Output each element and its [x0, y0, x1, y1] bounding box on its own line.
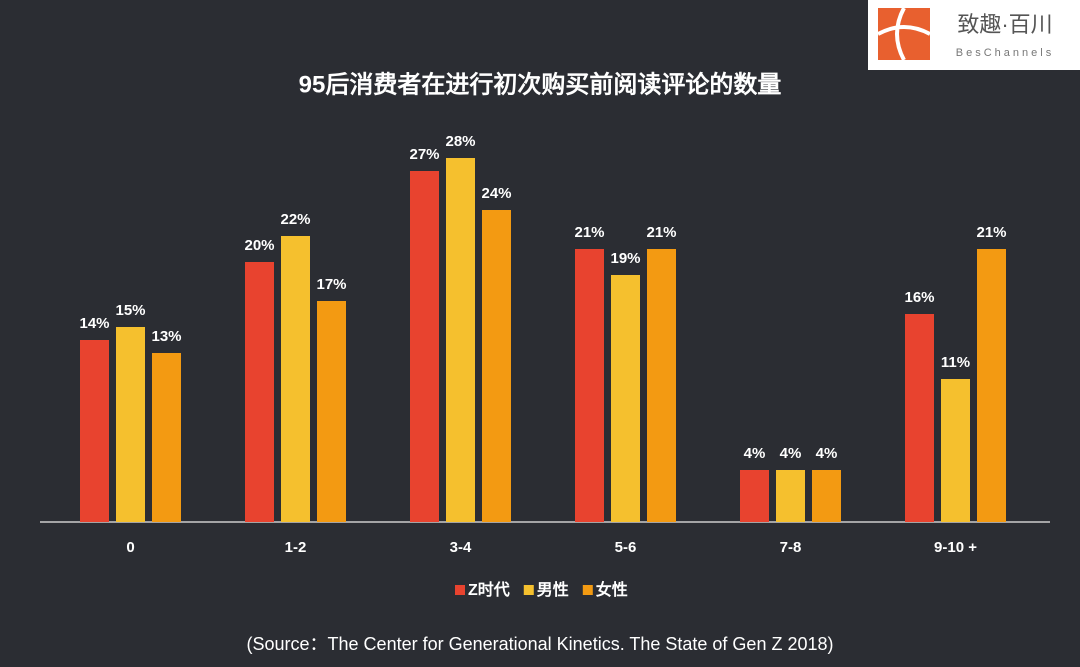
logo-icon: [877, 7, 931, 61]
bar: [80, 340, 109, 522]
x-tick-label: 7-8: [780, 539, 802, 556]
source: (Source：The Center for Generational Kine…: [247, 634, 834, 654]
value-label: 20%: [244, 237, 274, 254]
value-label: 21%: [976, 224, 1006, 241]
value-label: 16%: [904, 289, 934, 306]
bar: [281, 236, 310, 522]
bar: [977, 249, 1006, 522]
value-label: 14%: [79, 315, 109, 332]
logo-mark: [878, 8, 930, 60]
bar: [116, 327, 145, 522]
legend-label: Z时代: [468, 580, 510, 599]
value-label: 17%: [316, 276, 346, 293]
bar: [812, 470, 841, 522]
x-tick-label: 3-4: [450, 539, 472, 556]
bar: [575, 249, 604, 522]
value-label: 11%: [941, 354, 970, 371]
value-label: 19%: [610, 250, 640, 267]
value-label: 21%: [646, 224, 676, 241]
value-label: 24%: [481, 185, 511, 202]
value-label: 13%: [151, 328, 181, 345]
value-label: 4%: [780, 445, 802, 462]
bar: [410, 171, 439, 522]
bar: [776, 470, 805, 522]
value-label: 4%: [816, 445, 838, 462]
value-label: 27%: [409, 146, 439, 163]
legend-label: 女性: [596, 580, 628, 599]
logo: 致趣·百川 BesChannels: [868, 0, 1080, 70]
bar: [446, 158, 475, 522]
bar: [647, 249, 676, 522]
bar: [245, 262, 274, 522]
x-tick-label: 9-10 +: [934, 539, 977, 556]
bar: [740, 470, 769, 522]
bar: [941, 379, 970, 522]
value-label: 21%: [574, 224, 604, 241]
bar: [152, 353, 181, 522]
value-label: 15%: [115, 302, 145, 319]
bar: [482, 210, 511, 522]
bar: [905, 314, 934, 522]
x-tick-label: 0: [126, 539, 134, 556]
logo-name: 致趣·百川: [957, 12, 1052, 37]
bar: [611, 275, 640, 522]
value-label: 4%: [744, 445, 766, 462]
legend-swatch: [523, 585, 534, 595]
bar: [317, 301, 346, 522]
logo-sub: BesChannels: [956, 47, 1054, 59]
x-tick-label: 1-2: [285, 539, 307, 556]
legend-swatch: [582, 585, 593, 595]
chart-title: 95后消费者在进行初次购买前阅读评论的数量: [299, 70, 782, 98]
value-label: 28%: [445, 133, 475, 150]
legend-swatch: [455, 585, 465, 595]
value-label: 22%: [280, 211, 310, 228]
x-tick-label: 5-6: [615, 539, 637, 556]
legend-label: 男性: [537, 580, 569, 599]
